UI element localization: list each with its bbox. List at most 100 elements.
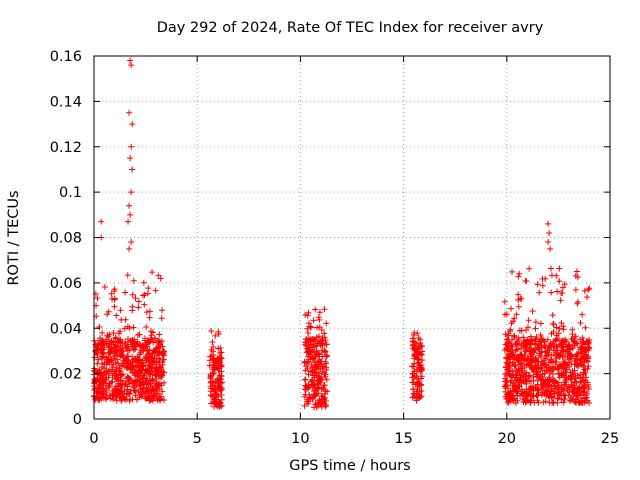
data-point [94, 390, 101, 397]
data-point [112, 335, 119, 342]
data-point [537, 366, 544, 373]
data-point [115, 388, 122, 395]
data-point [144, 388, 151, 395]
data-point [160, 369, 167, 376]
y-tick-label: 0.12 [50, 140, 82, 156]
data-point [152, 335, 159, 342]
data-point [96, 323, 103, 330]
data-point [153, 358, 160, 365]
data-point [96, 397, 103, 404]
data-point [540, 381, 547, 388]
data-point [532, 325, 539, 332]
data-point [539, 389, 546, 396]
data-point [555, 391, 562, 398]
data-point [145, 285, 152, 292]
data-point [211, 403, 218, 410]
data-point [103, 394, 110, 401]
data-point [158, 315, 165, 322]
data-point [535, 358, 542, 365]
data-point [125, 218, 132, 225]
data-point [515, 335, 522, 342]
data-point [106, 380, 113, 387]
data-point [117, 351, 124, 358]
data-point [129, 121, 136, 128]
data-point [115, 382, 122, 389]
data-point [306, 351, 313, 358]
data-point [514, 368, 521, 375]
data-point [584, 381, 591, 388]
data-point [514, 379, 521, 386]
data-point [111, 350, 118, 357]
data-point [123, 342, 130, 349]
data-point [409, 394, 416, 401]
data-point [413, 345, 420, 352]
data-point [520, 339, 527, 346]
data-point [135, 304, 142, 311]
data-point [548, 352, 555, 359]
data-point [414, 355, 421, 362]
data-point [157, 395, 164, 402]
data-point [127, 211, 134, 218]
data-point [140, 363, 147, 370]
data-point [523, 386, 530, 393]
data-point [526, 265, 533, 272]
data-point [211, 392, 218, 399]
data-point [544, 367, 551, 374]
data-point [518, 390, 525, 397]
data-point [418, 366, 425, 373]
data-point [559, 290, 566, 297]
y-tick-label: 0.14 [50, 94, 82, 110]
data-point [583, 346, 590, 353]
data-point [508, 352, 515, 359]
data-point [518, 345, 525, 352]
data-point [319, 368, 326, 375]
data-point [157, 373, 164, 380]
data-point [127, 396, 134, 403]
data-point [212, 390, 219, 397]
data-point [128, 239, 135, 246]
data-point [143, 324, 150, 331]
data-point [156, 380, 163, 387]
data-point [318, 392, 325, 399]
data-point [152, 372, 159, 379]
data-point [103, 336, 110, 343]
data-point [215, 345, 222, 352]
data-point [114, 344, 121, 351]
data-point [309, 384, 316, 391]
data-point [101, 341, 108, 348]
data-point [129, 336, 136, 343]
data-point [312, 353, 319, 360]
data-point [572, 286, 579, 293]
data-point [507, 356, 514, 363]
data-point [107, 349, 114, 356]
data-point [529, 308, 536, 315]
data-point [503, 382, 510, 389]
data-point [111, 286, 118, 293]
data-point [121, 358, 128, 365]
data-point [571, 387, 578, 394]
data-point [92, 341, 99, 348]
data-point [117, 328, 124, 335]
data-point [143, 375, 150, 382]
data-point [550, 399, 557, 406]
data-point [98, 347, 105, 354]
data-point [135, 298, 142, 305]
data-point [304, 312, 311, 319]
data-point [128, 62, 135, 69]
data-point [216, 358, 223, 365]
data-point [409, 363, 416, 370]
data-point [512, 384, 519, 391]
data-point [537, 331, 544, 338]
data-point [535, 386, 542, 393]
data-point [217, 400, 224, 407]
data-point [146, 371, 153, 378]
data-point [561, 385, 568, 392]
data-point [550, 321, 557, 328]
data-point [514, 357, 521, 364]
data-point [217, 354, 224, 361]
data-point [213, 398, 220, 405]
data-point [503, 336, 510, 343]
y-axis-label: ROTI / TECUs [6, 190, 22, 285]
data-point [101, 284, 108, 291]
data-point [132, 388, 139, 395]
